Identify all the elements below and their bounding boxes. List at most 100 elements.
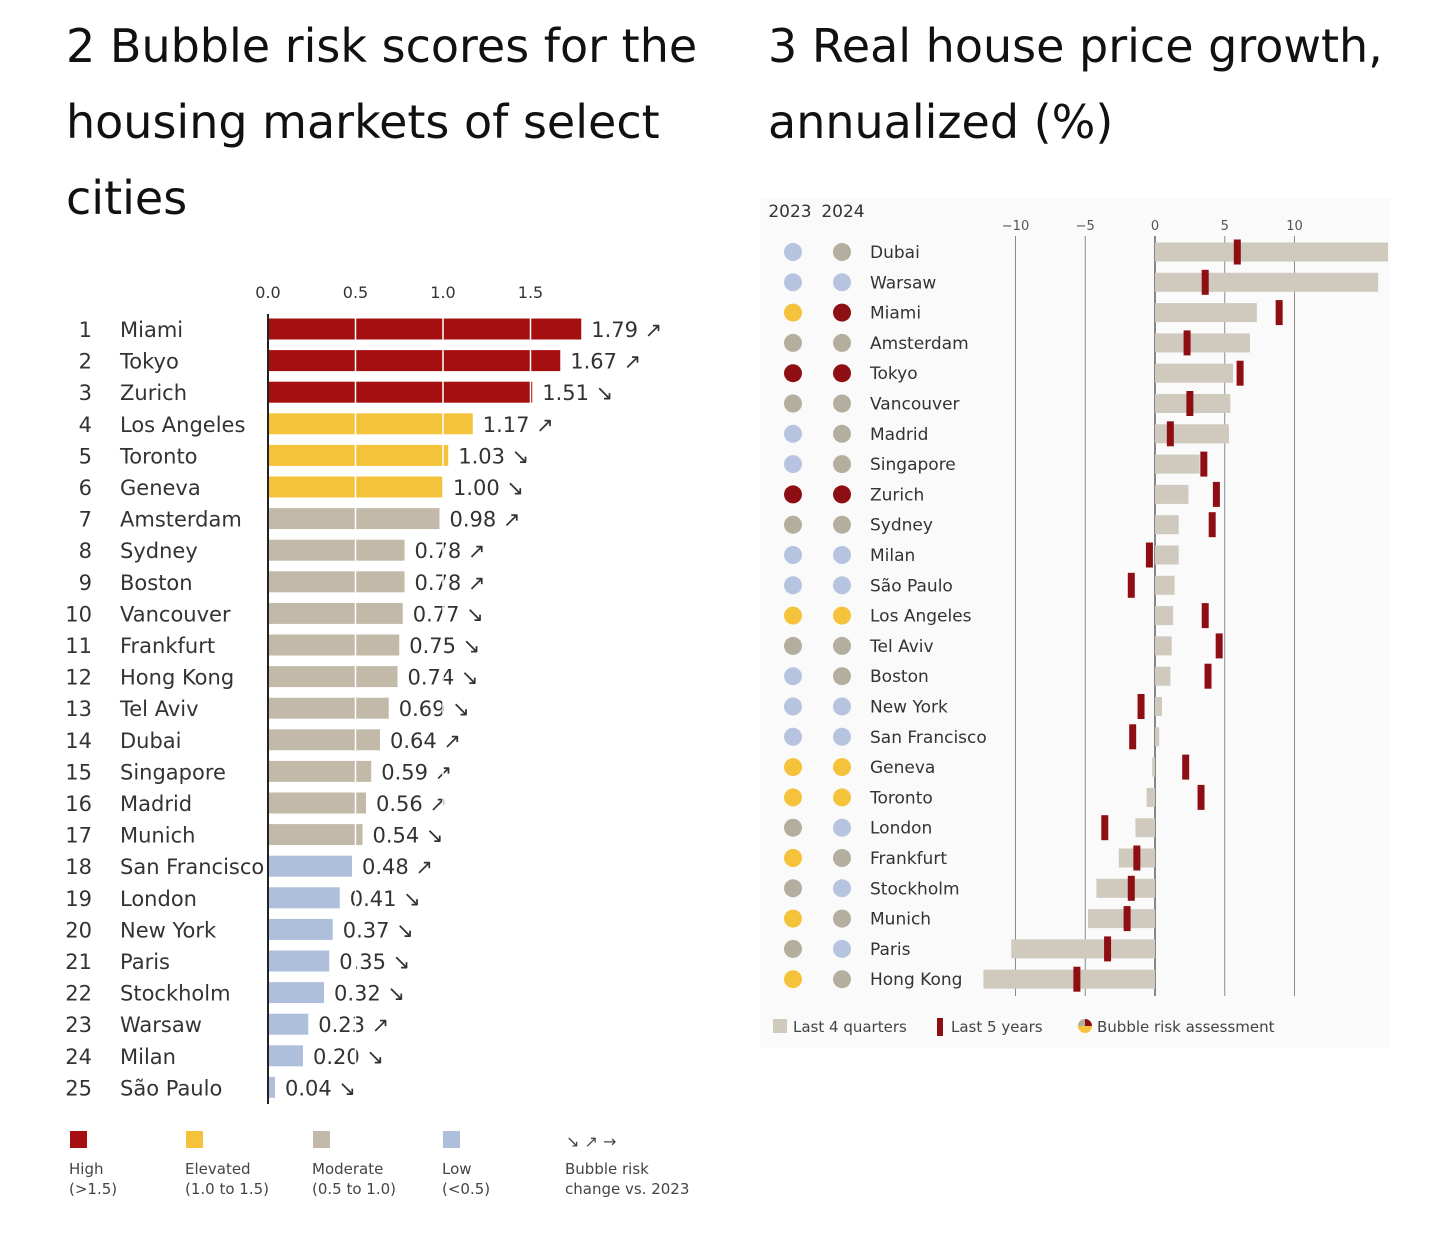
- last-5-years-marker: [1236, 360, 1244, 386]
- value-label: 0.64 ↗: [390, 729, 461, 753]
- last-4-quarters-bar: [1155, 697, 1162, 716]
- risk-bar: [268, 697, 389, 719]
- risk-dot-2024: [833, 636, 851, 655]
- city-label: Stockholm: [870, 879, 960, 899]
- last-5-years-marker: [1200, 451, 1208, 477]
- city-label: Frankfurt: [870, 849, 947, 869]
- risk-dot-2023: [784, 606, 802, 625]
- legend-swatch: [313, 1131, 330, 1148]
- last-5-years-marker: [1212, 481, 1220, 507]
- city-label: São Paulo: [120, 1076, 222, 1100]
- city-label: Zurich: [120, 381, 187, 405]
- risk-dot-2024: [833, 849, 851, 867]
- last-5-years-marker: [1208, 512, 1216, 538]
- city-label: Geneva: [120, 476, 201, 500]
- city-label: Sydney: [120, 539, 198, 563]
- city-label: Madrid: [870, 425, 928, 445]
- value-label: 0.75 ↘: [409, 634, 480, 658]
- x-tick-label: 1.5: [518, 283, 543, 302]
- x-tick-label: 0.0: [255, 283, 280, 302]
- legend-range: (>1.5): [69, 1180, 117, 1198]
- risk-dot-2024: [833, 667, 851, 686]
- legend-label: High: [69, 1160, 103, 1178]
- bubble-risk-icon-slice: [1078, 1019, 1085, 1026]
- value-label: 1.00 ↘: [453, 476, 524, 500]
- last-4-quarters-bar: [1155, 515, 1179, 535]
- legend-label: Last 4 quarters: [793, 1018, 907, 1036]
- last-4-quarters-bar: [1146, 787, 1155, 807]
- rank-label: 6: [79, 476, 92, 500]
- risk-dot-2023: [784, 879, 802, 898]
- value-label: 0.77 ↘: [413, 602, 484, 626]
- rank-label: 12: [65, 666, 92, 690]
- legend-swatch: [773, 1019, 787, 1033]
- risk-dot-2024: [833, 697, 851, 716]
- last-4-quarters-bar: [1155, 303, 1257, 323]
- city-label: Geneva: [870, 758, 935, 778]
- bubble-risk-icon-slice: [1085, 1019, 1092, 1026]
- last-4-quarters-bar: [1096, 878, 1155, 898]
- city-label: São Paulo: [870, 576, 953, 596]
- right-chart-title: 3 Real house price growth, annualized (%…: [768, 19, 1383, 149]
- risk-bar: [268, 508, 440, 530]
- risk-dot-2023: [784, 273, 802, 292]
- city-label: Milan: [870, 546, 915, 566]
- risk-dot-2023: [784, 455, 802, 474]
- value-label: 1.67 ↗: [570, 350, 641, 374]
- risk-bar: [268, 666, 398, 688]
- city-label: London: [870, 819, 932, 839]
- x-tick-label: 0.5: [343, 283, 368, 302]
- risk-bar: [268, 950, 330, 972]
- city-label: Tokyo: [869, 364, 918, 384]
- legend-label: Bubble risk assessment: [1097, 1018, 1275, 1036]
- risk-dot-2023: [784, 727, 802, 746]
- city-label: Dubai: [120, 729, 182, 753]
- legend-label: Bubble risk: [565, 1160, 649, 1178]
- legend-range: (1.0 to 1.5): [185, 1180, 269, 1198]
- risk-dot-2024: [833, 424, 851, 443]
- city-label: Tel Aviv: [119, 697, 199, 721]
- risk-dot-2023: [784, 849, 802, 867]
- risk-dot-2024: [833, 879, 851, 898]
- city-label: San Francisco: [120, 855, 264, 879]
- value-label: 0.98 ↗: [450, 508, 521, 532]
- last-4-quarters-bar: [1155, 333, 1250, 353]
- x-tick-label: −10: [1002, 219, 1029, 234]
- legend-label: Moderate: [312, 1160, 383, 1178]
- column-header: 2024: [821, 202, 864, 222]
- city-label: Los Angeles: [870, 607, 972, 627]
- last-5-years-marker: [1215, 633, 1223, 659]
- risk-dot-2023: [784, 424, 802, 443]
- rank-label: 17: [65, 824, 92, 848]
- risk-bar: [268, 792, 366, 814]
- city-label: London: [120, 887, 197, 911]
- last-4-quarters-bar: [1135, 818, 1155, 838]
- risk-dot-2023: [784, 394, 802, 413]
- risk-bar: [268, 982, 324, 1004]
- rank-label: 4: [79, 413, 92, 437]
- city-label: Sydney: [870, 516, 933, 536]
- risk-dot-2023: [784, 939, 802, 958]
- city-label: Dubai: [870, 243, 920, 263]
- rank-label: 25: [65, 1076, 92, 1100]
- risk-dot-2023: [784, 364, 802, 383]
- city-label: Hong Kong: [120, 666, 234, 690]
- risk-dot-2024: [833, 727, 851, 746]
- risk-dot-2024: [833, 394, 851, 413]
- last-5-years-marker: [1127, 572, 1135, 598]
- rank-label: 9: [79, 571, 92, 595]
- risk-dot-2024: [833, 515, 851, 534]
- risk-bar: [268, 571, 405, 593]
- risk-dot-2023: [784, 697, 802, 716]
- legend-marker: [937, 1018, 943, 1036]
- risk-dot-2024: [833, 909, 851, 928]
- column-header: 2023: [768, 202, 811, 222]
- last-4-quarters-bar: [1155, 666, 1171, 686]
- city-label: Tokyo: [119, 350, 179, 374]
- last-4-quarters-bar: [1152, 757, 1155, 777]
- risk-dot-2024: [833, 576, 851, 595]
- last-4-quarters-bar: [983, 969, 1155, 989]
- value-label: 0.35 ↘: [339, 950, 410, 974]
- city-label: Paris: [870, 940, 911, 960]
- risk-dot-2023: [784, 788, 802, 807]
